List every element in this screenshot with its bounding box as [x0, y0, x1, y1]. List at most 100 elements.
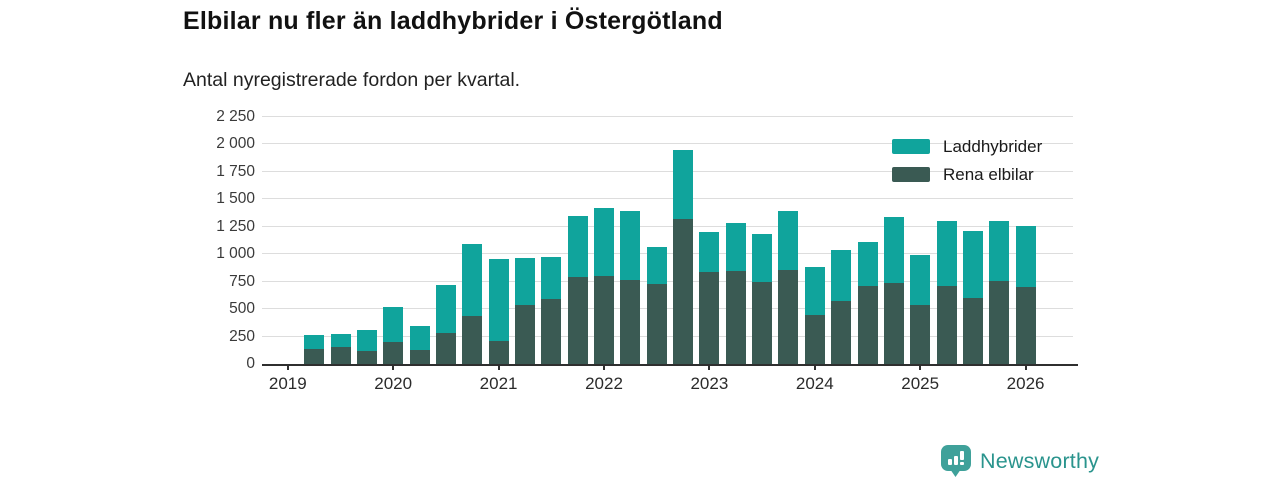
segment-laddhybrider	[673, 150, 694, 220]
legend-item-laddhybrider: Laddhybrider	[892, 137, 1043, 156]
segment-rena-elbilar	[1015, 287, 1036, 364]
x-tick	[392, 364, 395, 370]
segment-rena-elbilar	[567, 277, 588, 364]
bar-2020-Q3	[435, 284, 456, 364]
segment-laddhybrider	[462, 243, 483, 316]
segment-rena-elbilar	[514, 305, 535, 364]
bar-2023-Q1	[699, 231, 720, 364]
y-tick-label: 2 000	[216, 135, 255, 153]
x-tick-label: 2022	[585, 374, 623, 393]
segment-rena-elbilar	[910, 305, 931, 364]
bar-2025-Q4	[989, 221, 1010, 364]
bar-2019-Q3	[330, 333, 351, 364]
segment-laddhybrider	[804, 267, 825, 316]
bar-2022-Q3	[646, 247, 667, 364]
legend-label-rena-elbilar: Rena elbilar	[943, 165, 1034, 184]
segment-rena-elbilar	[356, 350, 377, 364]
segment-rena-elbilar	[673, 219, 694, 364]
newsworthy-wordmark: Newsworthy	[980, 448, 1100, 473]
segment-laddhybrider	[725, 222, 746, 272]
segment-laddhybrider	[356, 329, 377, 351]
segment-laddhybrider	[541, 256, 562, 299]
segment-rena-elbilar	[594, 275, 614, 364]
segment-rena-elbilar	[488, 340, 509, 364]
gridline	[262, 280, 1073, 282]
gridline	[262, 308, 1073, 310]
segment-laddhybrider	[1015, 226, 1036, 288]
segment-rena-elbilar	[936, 286, 957, 364]
bar-2025-Q3	[962, 231, 983, 364]
segment-laddhybrider	[567, 216, 588, 278]
segment-rena-elbilar	[989, 280, 1010, 364]
x-tick-label: 2023	[690, 374, 729, 393]
segment-rena-elbilar	[699, 271, 720, 364]
bar-2024-Q3	[857, 242, 878, 364]
segment-laddhybrider	[910, 255, 931, 306]
bar-2021-Q1	[488, 259, 509, 364]
gridline	[262, 143, 1073, 145]
bar-2021-Q3	[541, 256, 562, 364]
segment-rena-elbilar	[831, 300, 852, 364]
segment-rena-elbilar	[383, 341, 404, 364]
newsworthy-logo[interactable]: Newsworthy	[940, 444, 1099, 478]
segment-laddhybrider	[330, 333, 351, 347]
bar-2021-Q2	[514, 258, 535, 364]
gridline	[262, 253, 1073, 255]
segment-laddhybrider	[831, 249, 852, 301]
y-tick-label: 2 250	[216, 108, 255, 125]
legend: Laddhybrider Rena elbilar	[892, 137, 1043, 184]
segment-laddhybrider	[304, 335, 325, 349]
x-tick	[919, 364, 922, 370]
bar-2022-Q1	[594, 208, 614, 364]
x-tick	[813, 364, 816, 370]
x-tick	[497, 364, 500, 370]
legend-label-laddhybrider: Laddhybrider	[943, 137, 1043, 156]
x-tick	[603, 364, 605, 370]
segment-laddhybrider	[435, 284, 456, 334]
segment-rena-elbilar	[435, 333, 456, 364]
segment-laddhybrider	[409, 326, 430, 350]
bar-2019-Q4	[356, 329, 377, 364]
bar-2024-Q2	[831, 249, 852, 364]
segment-rena-elbilar	[330, 347, 351, 364]
x-axis-labels: 2019 2020 2021 2022 2023 2024 2025 2026	[262, 374, 1078, 398]
segment-rena-elbilar	[752, 281, 773, 364]
segment-laddhybrider	[383, 307, 404, 342]
chart-subtitle: Antal nyregistrerade fordon per kvartal.	[183, 69, 521, 91]
bar-2020-Q1	[383, 307, 404, 364]
bar-2026-Q1	[1015, 226, 1036, 364]
x-tick	[286, 364, 289, 370]
y-tick-label: 750	[229, 272, 255, 290]
bar-2024-Q4	[883, 216, 904, 364]
segment-rena-elbilar	[725, 271, 746, 364]
bar-2023-Q2	[725, 222, 746, 364]
y-axis: 0 250 500 750 1 000 1 250 1 500 1 750 2 000 2 250	[160, 108, 255, 372]
segment-laddhybrider	[989, 221, 1010, 281]
bar-2025-Q1	[910, 255, 931, 364]
segment-rena-elbilar	[646, 283, 667, 364]
legend-swatch-laddhybrider	[892, 139, 930, 154]
segment-rena-elbilar	[857, 285, 878, 364]
x-axis-line	[262, 364, 1078, 366]
x-tick-label: 2026	[1006, 374, 1045, 393]
segment-laddhybrider	[620, 211, 641, 281]
x-tick	[1024, 364, 1027, 370]
segment-laddhybrider	[594, 208, 614, 276]
segment-rena-elbilar	[409, 349, 430, 364]
y-tick-label: 500	[229, 300, 255, 318]
y-tick-label: 1 750	[216, 162, 255, 180]
segment-laddhybrider	[936, 220, 957, 287]
bar-2025-Q2	[936, 220, 957, 364]
segment-rena-elbilar	[962, 298, 983, 364]
segment-rena-elbilar	[804, 315, 825, 364]
bar-2022-Q4	[673, 150, 694, 364]
y-tick-label: 250	[229, 327, 255, 345]
x-tick-label: 2024	[795, 374, 834, 393]
segment-laddhybrider	[699, 231, 720, 272]
gridline	[262, 198, 1073, 200]
bar-2023-Q3	[752, 234, 773, 364]
bar-2020-Q4	[462, 243, 483, 364]
bar-2023-Q4	[778, 210, 799, 364]
segment-rena-elbilar	[304, 348, 325, 364]
segment-rena-elbilar	[541, 298, 562, 364]
